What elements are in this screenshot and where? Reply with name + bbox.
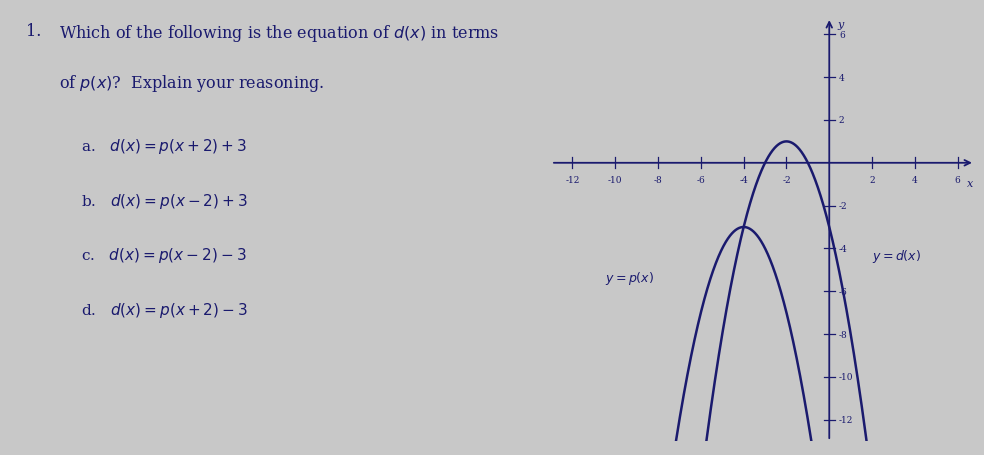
Text: 2: 2 <box>869 175 875 184</box>
Text: 6: 6 <box>954 175 960 184</box>
Text: -8: -8 <box>653 175 662 184</box>
Text: x: x <box>967 178 973 188</box>
Text: $y = p(x)$: $y = p(x)$ <box>604 269 653 286</box>
Text: -12: -12 <box>565 175 580 184</box>
Text: a.   $d(x) = p(x+2)+3$: a. $d(x) = p(x+2)+3$ <box>82 136 248 156</box>
Text: b.   $d(x) = p(x-2)+3$: b. $d(x) = p(x-2)+3$ <box>82 191 248 210</box>
Text: -4: -4 <box>739 175 748 184</box>
Text: -2: -2 <box>839 202 847 211</box>
Text: -6: -6 <box>839 287 847 296</box>
Text: -4: -4 <box>839 244 847 253</box>
Text: $y = d(x)$: $y = d(x)$ <box>872 248 921 264</box>
Text: 6: 6 <box>839 31 844 40</box>
Text: 1.: 1. <box>27 23 41 40</box>
Text: -12: -12 <box>839 415 853 424</box>
Text: -8: -8 <box>839 330 847 339</box>
Text: d.   $d(x) = p(x+2)-3$: d. $d(x) = p(x+2)-3$ <box>82 300 248 319</box>
Text: Which of the following is the equation of $d(x)$ in terms: Which of the following is the equation o… <box>59 23 500 44</box>
Text: y: y <box>837 20 844 30</box>
Text: -6: -6 <box>697 175 706 184</box>
Text: -10: -10 <box>608 175 623 184</box>
Text: -10: -10 <box>839 373 853 381</box>
Text: c.   $d(x) = p(x-2)-3$: c. $d(x) = p(x-2)-3$ <box>82 246 247 265</box>
Text: -2: -2 <box>782 175 791 184</box>
Text: 4: 4 <box>839 74 844 82</box>
Text: of $p(x)$?  Explain your reasoning.: of $p(x)$? Explain your reasoning. <box>59 73 325 94</box>
Text: 4: 4 <box>912 175 918 184</box>
Text: 2: 2 <box>839 116 844 125</box>
